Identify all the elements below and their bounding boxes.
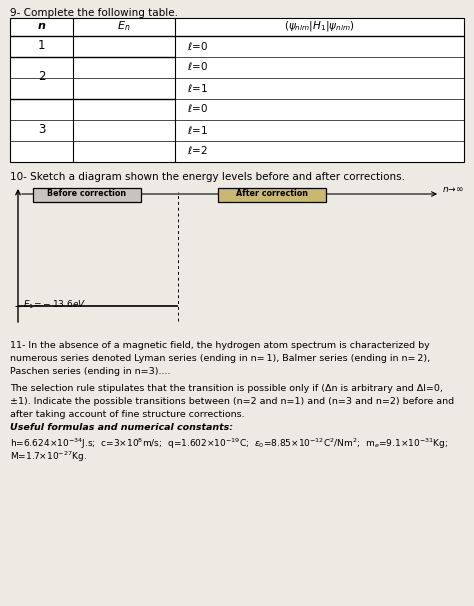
Text: The selection rule stipulates that the transition is possible only if (Δn is arb: The selection rule stipulates that the t… [10, 384, 443, 393]
Text: $\ell\!=\!0$: $\ell\!=\!0$ [187, 102, 209, 115]
Text: 3: 3 [38, 123, 45, 136]
Text: 2: 2 [38, 70, 45, 84]
Text: after taking account of fine structure corrections.: after taking account of fine structure c… [10, 410, 245, 419]
Text: numerous series denoted Lyman series (ending in n= 1), Balmer series (ending in : numerous series denoted Lyman series (en… [10, 354, 430, 363]
Text: $\ell\!=\!1$: $\ell\!=\!1$ [187, 124, 209, 136]
Text: After correction: After correction [236, 190, 308, 199]
Text: Paschen series (ending in n=3)....: Paschen series (ending in n=3).... [10, 367, 171, 376]
Text: 10- Sketch a diagram shown the energy levels before and after corrections.: 10- Sketch a diagram shown the energy le… [10, 172, 405, 182]
Text: $(\psi_{nlm}|H_1|\psi_{nlm})$: $(\psi_{nlm}|H_1|\psi_{nlm})$ [284, 19, 355, 33]
Text: $\ell\!=\!1$: $\ell\!=\!1$ [187, 81, 209, 93]
Text: $\ell\!=\!0$: $\ell\!=\!0$ [187, 39, 209, 52]
Text: Useful formulas and numerical constants:: Useful formulas and numerical constants: [10, 423, 233, 432]
Text: $n\!\rightarrow\!\infty$: $n\!\rightarrow\!\infty$ [442, 185, 465, 195]
Text: $\ell\!=\!0$: $\ell\!=\!0$ [187, 61, 209, 73]
Text: h=6.624$\times$10$^{-34}$J.s;  c=3$\times$10$^{8}$m/s;  q=1.602$\times$10$^{-19}: h=6.624$\times$10$^{-34}$J.s; c=3$\times… [10, 437, 448, 451]
Bar [10, 18, 464, 162]
Text: M=1.7$\times$10$^{-27}$Kg.: M=1.7$\times$10$^{-27}$Kg. [10, 450, 87, 464]
Text: 1: 1 [38, 39, 45, 52]
Text: 11- In the absence of a magnetic field, the hydrogen atom spectrum is characteri: 11- In the absence of a magnetic field, … [10, 341, 430, 350]
Text: 9- Complete the following table.: 9- Complete the following table. [10, 8, 178, 18]
Bar [33, 188, 141, 202]
Text: $E_n$: $E_n$ [117, 19, 131, 33]
Text: Before correction: Before correction [47, 190, 127, 199]
Bar [218, 188, 326, 202]
Text: n: n [37, 21, 46, 31]
Text: ±1). Indicate the possible transitions between (n=2 and n=1) and (n=3 and n=2) b: ±1). Indicate the possible transitions b… [10, 397, 454, 406]
Text: $E_1\!=\!-13.6eV$: $E_1\!=\!-13.6eV$ [23, 299, 86, 311]
Text: $\ell\!=\!2$: $\ell\!=\!2$ [187, 144, 209, 156]
